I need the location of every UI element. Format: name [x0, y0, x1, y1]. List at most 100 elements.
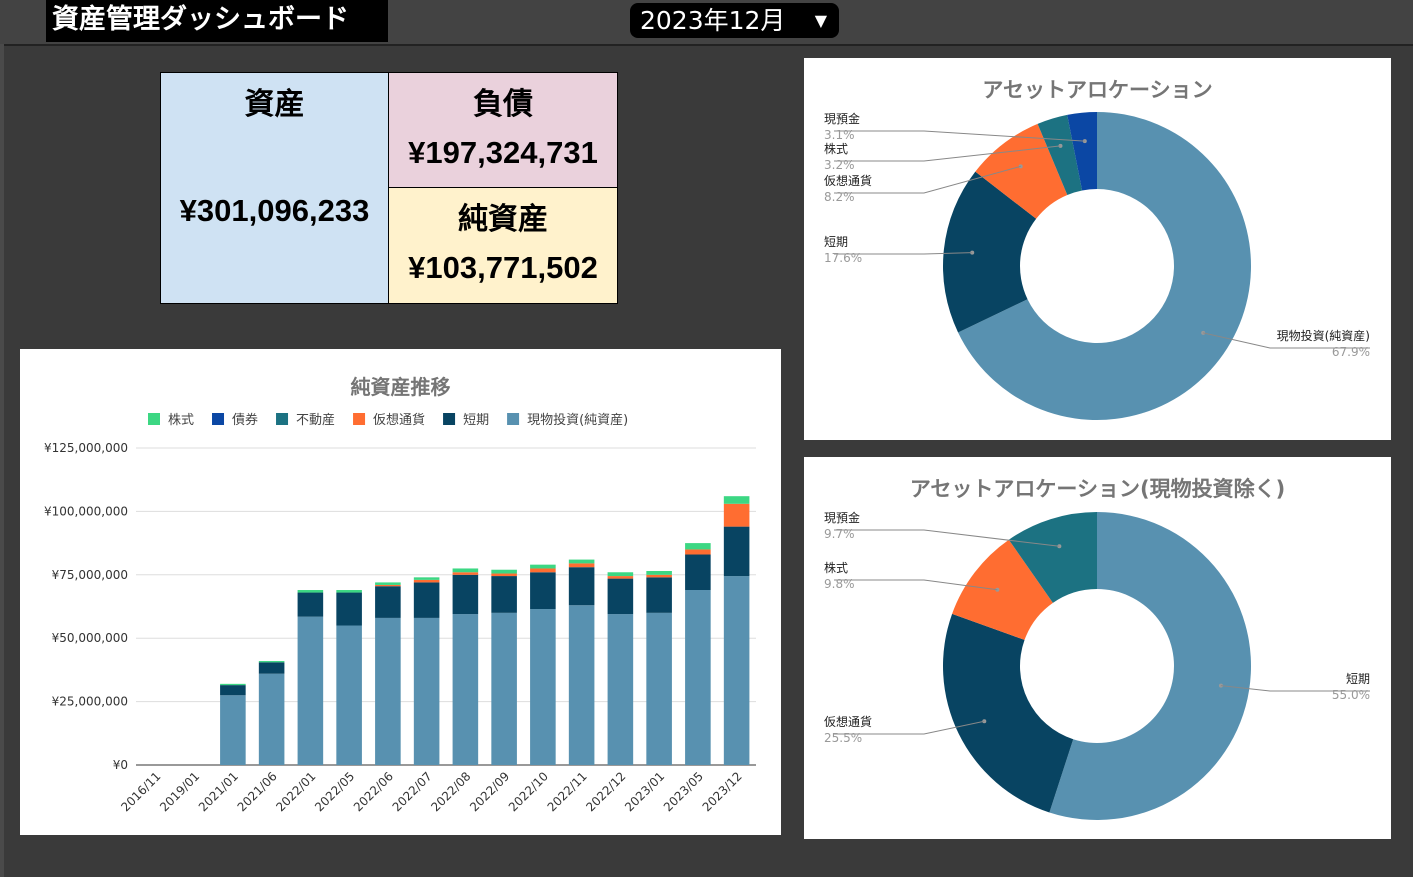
bar-segment	[297, 616, 324, 765]
x-tick-label: 2016/11	[118, 769, 163, 814]
x-tick-label: 2022/09	[467, 769, 512, 814]
donut-slice	[952, 539, 1053, 640]
slice-percent: 9.8%	[824, 577, 855, 591]
slice-percent: 25.5%	[824, 731, 862, 745]
month-dropdown-value: 2023年12月	[640, 6, 786, 35]
bar-segment	[258, 662, 285, 674]
y-tick-label: ¥100,000,000	[44, 504, 128, 518]
bar-segment	[413, 577, 440, 580]
bar-segment	[413, 617, 440, 765]
slice-label: 株式	[824, 141, 848, 156]
slice-percent: 9.7%	[824, 527, 855, 541]
bar-segment	[375, 582, 401, 585]
slice-percent: 55.0%	[1332, 688, 1370, 702]
legend-label: 株式	[168, 413, 194, 428]
x-tick-label: 2022/08	[428, 769, 473, 814]
slice-label: 仮想通貨	[824, 173, 872, 188]
leader-line	[834, 252, 973, 255]
bar-segment	[685, 549, 711, 555]
bar-segment	[375, 584, 401, 587]
donut-slice	[1049, 512, 1251, 820]
x-tick-label: 2021/01	[196, 769, 241, 814]
bar-chart-canvas: 株式 債券 不動産 仮想通貨 短期 現物投資(純資産) ¥0 ¥25,000,000 ¥50,0…	[44, 412, 756, 814]
bar-segment	[607, 572, 634, 577]
x-tick-label: 2022/01	[273, 769, 318, 814]
donut-slice	[958, 112, 1251, 421]
legend-swatch	[276, 413, 289, 425]
bar-segment	[452, 614, 479, 765]
leader-line	[834, 529, 1060, 547]
y-tick-label: ¥125,000,000	[44, 441, 128, 455]
leader-line	[834, 130, 1085, 142]
legend-swatch	[148, 413, 160, 425]
bar-segment	[685, 543, 711, 550]
bar-segment	[258, 673, 285, 765]
leader-dot	[1201, 330, 1206, 335]
bar-segment	[336, 590, 362, 593]
month-dropdown[interactable]: 2023年12月 ▼	[630, 3, 839, 38]
net-assets-trend-chart[interactable]: 純資産推移 株式 債券 不動産 仮想通貨 短期 現物投資(純資産) ¥0 ¥25,000,00…	[20, 349, 781, 835]
leader-dot	[970, 250, 975, 255]
bar-segment	[723, 526, 750, 577]
x-tick-label: 2022/12	[583, 769, 628, 814]
bar-segment	[530, 609, 556, 765]
donut-slice	[1037, 114, 1083, 195]
slice-percent: 3.1%	[824, 128, 855, 142]
y-tick-label: ¥25,000,000	[52, 695, 128, 709]
assets-cell: 資産 ¥301,096,233	[161, 73, 389, 303]
bar-segment	[568, 567, 595, 606]
legend-label: 仮想通貨	[373, 412, 425, 428]
bar-segment	[568, 605, 595, 765]
donut-slice	[1067, 112, 1097, 191]
net-assets-cell: 純資産 ¥103,771,502	[389, 188, 617, 303]
bar-segment	[646, 577, 672, 613]
bar-segment	[568, 563, 595, 568]
slice-label: 短期	[824, 235, 848, 249]
leader-line	[834, 579, 998, 591]
bar-segment	[452, 574, 479, 615]
leader-line	[1203, 332, 1370, 349]
slice-label: 現物投資(純資産)	[1277, 328, 1370, 343]
bar-segment	[646, 574, 672, 578]
bar-segment	[297, 592, 324, 617]
bar-segment	[723, 503, 750, 527]
donut-slice	[943, 613, 1074, 813]
legend-swatch	[212, 413, 225, 425]
asset-allocation-chart[interactable]: アセットアロケーション 現物投資(純資産) 67.9% 短期 17.6% 仮想通貨 8.2…	[804, 58, 1391, 440]
bar-segment	[336, 625, 362, 765]
bar-segment	[491, 612, 517, 765]
leader-line	[834, 145, 1061, 162]
bar-segment	[685, 554, 711, 591]
bar-segment	[607, 576, 634, 579]
bar-segment	[568, 559, 595, 564]
chevron-down-icon[interactable]: ▼	[814, 11, 827, 30]
x-tick-label: 2022/06	[351, 769, 396, 814]
bar-segment	[220, 695, 246, 765]
y-tick-label: ¥0	[113, 758, 128, 772]
bar-segment	[413, 579, 440, 583]
bar-segment	[530, 572, 556, 610]
slice-label: 株式	[824, 560, 848, 575]
legend-label: 不動産	[296, 412, 335, 428]
leader-line	[834, 165, 1021, 194]
bar-segment	[220, 685, 246, 696]
bar-segment	[646, 570, 672, 575]
slice-label: 現預金	[824, 510, 860, 525]
legend-swatch	[353, 413, 366, 425]
x-tick-label: 2023/01	[622, 769, 667, 814]
assets-label: 資産	[244, 88, 305, 121]
y-tick-label: ¥50,000,000	[52, 631, 128, 645]
asset-allocation-excl-chart[interactable]: アセットアロケーション(現物投資除く) 短期 55.0% 仮想通貨 25.5% 株式 9.…	[804, 457, 1391, 839]
bar-segment	[336, 592, 362, 626]
x-tick-label: 2023/12	[700, 769, 745, 814]
liabilities-label: 負債	[473, 88, 533, 121]
bar-segment	[258, 661, 285, 663]
donut-slice	[943, 171, 1037, 333]
bar-segment	[452, 572, 479, 575]
slice-percent: 67.9%	[1332, 345, 1370, 359]
chart-title: 純資産推移	[350, 375, 451, 399]
bar-segment	[646, 612, 672, 765]
x-tick-label: 2023/05	[661, 769, 706, 814]
bar-segment	[607, 614, 634, 765]
x-tick-label: 2019/01	[157, 769, 202, 814]
